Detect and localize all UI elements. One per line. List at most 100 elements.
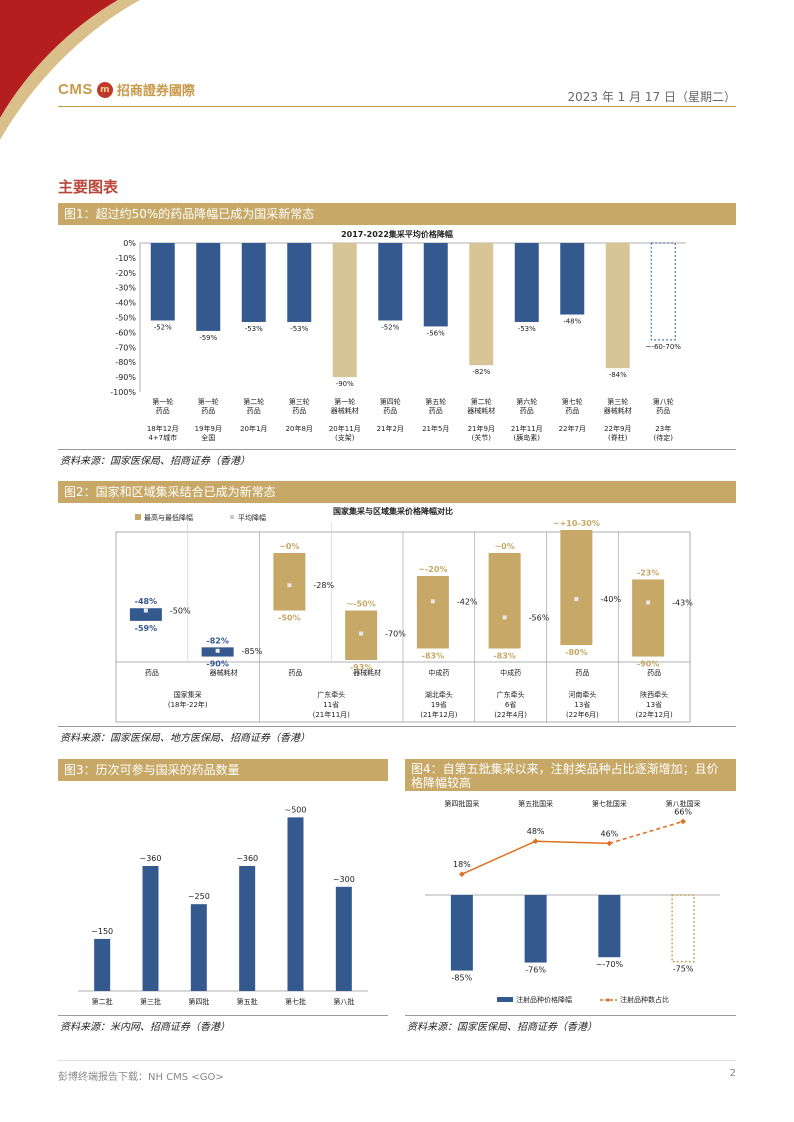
fig1-date-label: 19年9月 xyxy=(195,424,222,433)
fig4-line-segment xyxy=(535,840,610,845)
footer-bloomberg: 彭博终端报告下载：NH CMS <GO> xyxy=(58,1072,224,1083)
fig2-avg-marker xyxy=(430,599,435,604)
fig4-category-label: 第四批国采 xyxy=(444,799,479,808)
fig2-category-label: 器械耗材 xyxy=(210,668,238,677)
fig4-line-segment xyxy=(461,840,536,875)
fig1-data-label: -90% xyxy=(336,380,354,388)
fig4-bar-label: -76% xyxy=(525,966,546,975)
header-divider xyxy=(58,106,736,107)
fig1-xtick-label: 第六轮 xyxy=(516,397,537,406)
fig1-data-label: -56% xyxy=(427,329,445,337)
fig4-line-point xyxy=(459,871,465,878)
fig4-line-point xyxy=(680,818,686,825)
fig2-group-label: 河南牵头 xyxy=(568,690,596,699)
fig2-category-label: 药品 xyxy=(647,668,661,677)
fig2-group-label: 国家集采 xyxy=(174,690,202,699)
fig3-bar xyxy=(287,817,304,991)
fig4-line-point xyxy=(606,840,613,847)
fig2-avg-label: -40% xyxy=(600,595,621,604)
fig2-low-label: -83% xyxy=(422,651,444,660)
fig4-bar-label: -85% xyxy=(452,974,473,983)
fig3-data-label: ~300 xyxy=(333,875,355,884)
fig1-bar xyxy=(287,243,312,322)
fig1-bar xyxy=(196,243,221,331)
fig1-date-label: 21年5月 xyxy=(422,424,449,433)
fig2-group-label: (22年4月) xyxy=(494,710,527,719)
fig1-date-label: 22年7月 xyxy=(559,424,586,433)
fig2-group-label: 广东牵头 xyxy=(497,690,525,699)
fig1-xtick-label: 药品 xyxy=(247,406,261,415)
fig3-bar xyxy=(335,886,352,991)
fig2-avg-marker xyxy=(287,583,292,588)
fig2-high-label: -82% xyxy=(206,636,228,645)
fig2-category-label: 器械耗材 xyxy=(353,668,381,677)
fig1-date-label: 21年2月 xyxy=(377,424,404,433)
fig4-category-label: 第七批国采 xyxy=(592,799,627,808)
fig2-avg-label: -50% xyxy=(170,607,191,616)
fig2-caption: 图2：国家和区域集采结合已成为新常态 xyxy=(58,481,736,503)
fig1-data-label: -82% xyxy=(472,368,490,376)
fig2-avg-label: -42% xyxy=(457,597,478,606)
fig2-group-label: (18年-22年) xyxy=(168,700,208,709)
fig3-data-label: ~500 xyxy=(285,805,307,814)
fig1-xtick-label: 药品 xyxy=(156,406,170,415)
fig1-date-label: 4+7城市 xyxy=(148,433,177,442)
fig4-line-label: 66% xyxy=(674,807,692,816)
fig2-low-label: -80% xyxy=(565,648,587,657)
fig1-date-label: 全国 xyxy=(201,433,215,442)
fig2-avg-label: -56% xyxy=(529,613,550,622)
fig2-high-label: ~-50% xyxy=(347,600,376,609)
fig2-category-label: 药品 xyxy=(145,668,159,677)
fig1-xtick-label: 药品 xyxy=(520,406,534,415)
fig4-chart: 第四批国采 -85% 第五批国采 -76% 第七批国采 ~-70% 第八批国采 -75% 18%… xyxy=(425,799,720,1004)
fig3-chart: ~150 第二批 ~360 第三批 ~250 第四批 ~360 第五批 ~500 第七批 ~300 第… xyxy=(78,805,368,1006)
fig2-category-label: 中成药 xyxy=(500,668,521,677)
fig1-date-label: 18年12月 xyxy=(147,424,179,433)
fig3-caption: 图3：历次可参与国采的药品数量 xyxy=(58,759,388,781)
fig2-range-bar xyxy=(560,529,593,646)
fig2-title: 国家集采与区域集采价格降幅对比 xyxy=(333,506,453,516)
fig2-avg-marker xyxy=(215,648,220,653)
fig3-source: 资料来源：米内网、招商证券（香港） xyxy=(60,1022,230,1033)
fig1-ytick-label: -80% xyxy=(115,358,136,367)
fig1-source-divider xyxy=(58,449,736,450)
fig4-legend-swatch-point xyxy=(605,997,611,1003)
fig1-date-label: 20年1月 xyxy=(240,424,267,433)
fig2-high-label: -23% xyxy=(637,568,659,577)
fig1-bar xyxy=(469,243,494,366)
fig2-range-bar xyxy=(129,608,162,621)
fig1-bar xyxy=(560,243,585,315)
fig1-ytick-label: -40% xyxy=(115,299,136,308)
fig3-xtick-label: 第四批 xyxy=(188,997,209,1006)
fig3-bar xyxy=(190,904,207,991)
fig1-xtick-label: 第一轮 xyxy=(198,397,219,406)
fig2-legend-swatch-avg xyxy=(230,515,234,519)
fig1-xtick-label: 药品 xyxy=(565,406,579,415)
fig2-high-label: ~0% xyxy=(494,542,514,551)
fig2-group-label: 19省 xyxy=(431,700,447,709)
fig4-source-divider xyxy=(405,1015,736,1016)
fig2-source: 资料来源：国家医保局、地方医保局、招商证券（香港） xyxy=(60,733,310,744)
fig1-date-label: (脊柱) xyxy=(608,433,628,442)
fig4-bar xyxy=(598,895,621,958)
fig1-ytick-label: -50% xyxy=(115,314,136,323)
fig1-xtick-label: 第四轮 xyxy=(380,397,401,406)
fig2-legend-label: 最高与最低降幅 xyxy=(144,513,193,522)
fig3-source-divider xyxy=(58,1015,388,1016)
fig2-category-label: 药品 xyxy=(288,668,302,677)
fig2-group-label: 湖北牵头 xyxy=(425,690,453,699)
fig2-low-label: -90% xyxy=(637,660,659,669)
fig4-bar-label: -75% xyxy=(673,965,694,974)
fig1-xtick-label: 第三轮 xyxy=(607,397,628,406)
fig1-bar xyxy=(378,243,403,321)
fig1-xtick-label: 第一轮 xyxy=(334,397,355,406)
fig2-avg-marker xyxy=(646,600,651,605)
fig1-ytick-label: -60% xyxy=(115,328,136,337)
fig4-legend-swatch-bar xyxy=(497,997,513,1002)
fig4-bar xyxy=(671,894,695,963)
fig4-line-label: 48% xyxy=(527,827,545,836)
fig2-category-label: 中成药 xyxy=(428,668,449,677)
fig1-date-label: 20年11月 xyxy=(329,424,361,433)
fig1-bar xyxy=(423,243,448,327)
